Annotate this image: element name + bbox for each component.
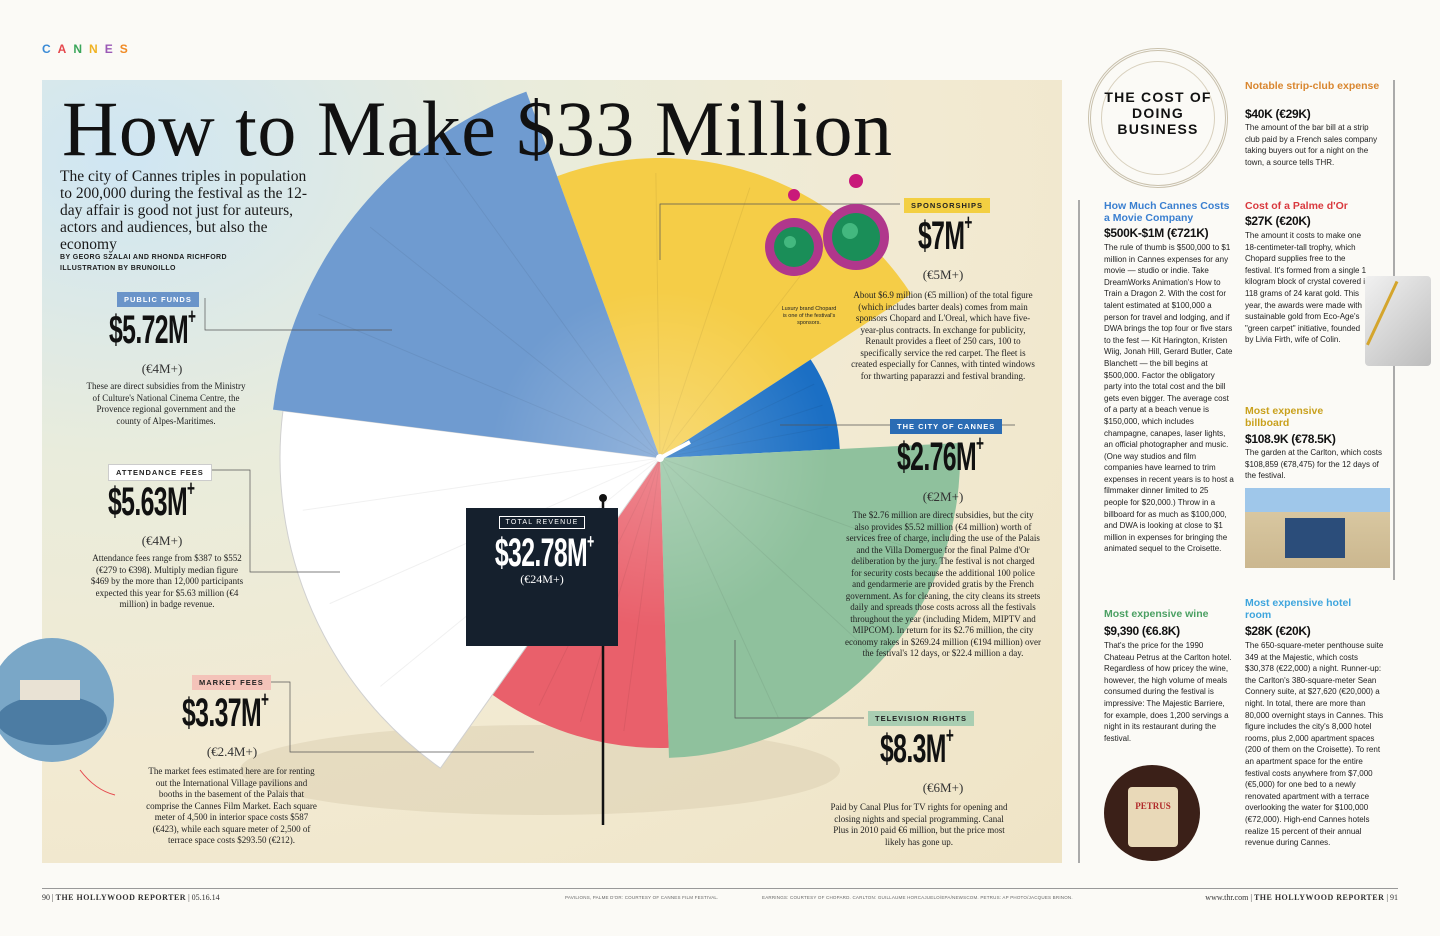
sidebar-billboard-title: Most expensive billboard [1245, 405, 1324, 429]
sidebar-billboard-figure: $108.9K (€78.5K) [1245, 432, 1336, 446]
photo-credit-right: EARRINGS: COURTESY OF CHOPARD. CARLTON: … [762, 895, 1073, 900]
carlton-billboard-photo [1245, 488, 1390, 568]
value-plus: + [976, 431, 984, 456]
euro-television-rights: (€6M+) [922, 780, 964, 795]
sidebar-hotel-title: Most expensive hotel room [1245, 597, 1352, 621]
desc-public-funds: These are direct subsidies from the Mini… [86, 381, 246, 426]
desc-sponsorships: About $6.9 million (€5 million) of the t… [851, 290, 1035, 381]
sidebar-company-title: How Much Cannes Costs a Movie Company [1104, 200, 1230, 224]
euro-market-fees: (€2.4M+) [206, 744, 258, 759]
value-plus: + [188, 304, 196, 329]
earring-caption: Luxury brand Chopard is one of the festi… [781, 306, 837, 326]
euro-sponsorships: (€5M+) [922, 267, 964, 282]
seal-title: THE COST OF DOING BUSINESS [1104, 89, 1212, 137]
headline: How to Make $33 Million [62, 85, 893, 172]
value-text: $5.72M [109, 308, 189, 352]
sidebar-palme-figure: $27K (€20K) [1245, 214, 1311, 228]
desc-television-rights: Paid by Canal Plus for TV rights for ope… [830, 802, 1008, 847]
magazine-name-left: THE HOLLYWOOD REPORTER [55, 893, 187, 902]
kicker-letter: N [73, 42, 90, 56]
value-public-funds: $5.72M+ [109, 304, 196, 353]
desc-market-fees: The market fees estimated here are for r… [146, 766, 317, 845]
tag-city-of-cannes: THE CITY OF CANNES [890, 419, 1003, 434]
value-text: $3.37M [182, 691, 262, 735]
sidebar-company-figure: $500K-$1M (€721K) [1104, 226, 1209, 240]
kicker-letter: A [57, 42, 74, 56]
page-number-right: 91 [1390, 893, 1398, 902]
kicker-letter: N [89, 42, 105, 56]
magazine-name-right: THE HOLLYWOOD REPORTER [1253, 893, 1385, 902]
value-plus: + [187, 476, 195, 501]
total-revenue-flag: TOTAL REVENUE $32.78M+ (€24M+) [466, 508, 618, 646]
byline: BY GEORG SZALAI AND RHONDA RICHFORD ILLU… [60, 252, 227, 274]
desc-attendance-fees: Attendance fees range from $387 to $552 … [90, 553, 244, 609]
issue-date: 05.16.14 [191, 893, 220, 902]
photo-credit-left: PAVILIONS, PALME D'OR: COURTESY OF CANNE… [565, 895, 719, 900]
value-plus: + [964, 210, 972, 235]
section-kicker: CANNES [42, 42, 135, 56]
kicker-letter: C [42, 42, 58, 56]
value-plus: + [945, 723, 954, 748]
footer-right: www.thr.com | THE HOLLYWOOD REPORTER | 9… [1205, 893, 1398, 902]
page-number-left: 90 [42, 893, 50, 902]
sidebar-palme-title: Cost of a Palme d'Or [1245, 200, 1348, 212]
tag-attendance-fees: ATTENDANCE FEES [108, 464, 212, 481]
euro-public-funds: (€4M+) [141, 361, 183, 376]
value-city-of-cannes: $2.76M+ [897, 431, 984, 480]
value-sponsorships: $7M+ [918, 210, 972, 259]
palme-dor-trophy [1365, 276, 1432, 366]
tag-television-rights: TELEVISION RIGHTS [868, 711, 975, 726]
byline-illustrator: ILLUSTRATION BY BRUNOILLO [60, 265, 176, 272]
sidebar-hotel-body: The 650-square-meter penthouse suite 349… [1245, 641, 1384, 848]
total-revenue-tag: TOTAL REVENUE [499, 516, 585, 529]
deck: The city of Cannes triples in population… [60, 168, 308, 253]
value-text: $8.3M [880, 727, 946, 771]
sidebar-wine-figure: $9,390 (€6.8K) [1104, 624, 1180, 638]
desc-city-of-cannes: The $2.76 million are direct subsidies, … [845, 510, 1041, 658]
sidebar-billboard-body: The garden at the Carlton, which costs $… [1245, 448, 1382, 481]
footer-rule [42, 888, 1398, 889]
value-television-rights: $8.3M+ [880, 723, 954, 772]
tag-sponsorships: SPONSORSHIPS [904, 198, 991, 213]
website-url[interactable]: www.thr.com [1205, 893, 1249, 902]
value-text: $7M [918, 214, 965, 258]
total-revenue-value: $32.78M+ [494, 531, 594, 576]
value-plus: + [261, 687, 269, 712]
cost-of-doing-business-seal: THE COST OF DOING BUSINESS [1088, 48, 1228, 188]
tag-public-funds: PUBLIC FUNDS [117, 292, 199, 307]
sidebar-strip-figure: $40K (€29K) [1245, 107, 1311, 121]
euro-attendance-fees: (€4M+) [141, 533, 183, 548]
kicker-letter: E [104, 42, 120, 56]
euro-city-of-cannes: (€2M+) [922, 489, 964, 504]
footer-left: 90 | THE HOLLYWOOD REPORTER | 05.16.14 [42, 893, 220, 902]
value-attendance-fees: $5.63M+ [108, 476, 195, 525]
sidebar-strip-body: The amount of the bar bill at a strip cl… [1245, 123, 1378, 167]
spinner-handle [659, 440, 691, 460]
tag-market-fees: MARKET FEES [192, 675, 271, 690]
value-text: $5.63M [108, 480, 188, 524]
flag-pole-top [599, 494, 607, 502]
value-plus: + [587, 531, 594, 553]
total-revenue-euro: (€24M+) [520, 572, 564, 586]
petrus-bottle-photo: PETRUS [1104, 765, 1200, 861]
seal-ring [1101, 61, 1215, 175]
byline-authors: BY GEORG SZALAI AND RHONDA RICHFORD [60, 254, 227, 261]
sidebar-wine-body: That's the price for the 1990 Chateau Pe… [1104, 641, 1232, 743]
sidebar-hotel-figure: $28K (€20K) [1245, 624, 1311, 638]
kicker-letter: S [119, 42, 135, 56]
sidebar-company-body: The rule of thumb is $500,000 to $1 mill… [1104, 243, 1234, 554]
revenue-pie-chart [0, 91, 1015, 825]
chopard-earrings-illustration [765, 174, 889, 276]
sidebar-divider-left [1078, 200, 1080, 863]
value-text: $2.76M [897, 435, 977, 479]
sidebar-palme-body: The amount it costs to make one 18-centi… [1245, 231, 1370, 345]
value-text: $32.78M [494, 531, 588, 575]
sidebar-strip-title: Notable strip-club expense [1245, 80, 1380, 92]
value-market-fees: $3.37M+ [182, 687, 269, 736]
sidebar-wine-title: Most expensive wine [1104, 608, 1209, 620]
wine-label: PETRUS [1128, 787, 1178, 847]
